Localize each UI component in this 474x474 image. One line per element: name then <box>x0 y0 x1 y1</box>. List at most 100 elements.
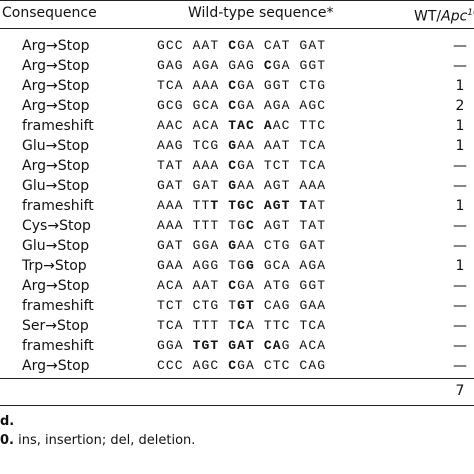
consequence: Arg→Stop <box>22 38 90 54</box>
sequence-segment: GA ATG GGT <box>237 278 327 293</box>
sequence: TCT CTG TGT CAG GAA <box>157 297 326 315</box>
count: — <box>453 358 467 374</box>
count: 2 <box>455 98 465 114</box>
header-wt: WT/Apc163 <box>414 4 474 26</box>
count: — <box>453 218 467 234</box>
count: — <box>453 318 467 334</box>
sequence-segment: C <box>228 38 238 53</box>
sequence-segment: TAT AAA <box>157 158 229 173</box>
sequence-segment: C <box>228 98 238 113</box>
sequence-segment: AA CTG GAT <box>237 238 327 253</box>
sequence: GAT GAT GAA AGT AAA <box>157 177 326 195</box>
header-consequence: Consequence <box>2 5 97 21</box>
sequence-segment: TGT GAT CA <box>192 338 282 353</box>
footnote: d. <box>0 413 14 431</box>
consequence: Glu→Stop <box>22 178 90 194</box>
count: — <box>453 178 467 194</box>
sequence: AAG TCG GAA AAT TCA <box>157 137 326 155</box>
count: — <box>453 58 467 74</box>
sequence-segment: ACA AAT <box>157 278 229 293</box>
sequence: AAC ACA TAC AAC TTC <box>157 117 326 135</box>
sequence-segment: GA CAT GAT <box>237 38 327 53</box>
consequence: Arg→Stop <box>22 358 90 374</box>
sequence-segment: GA GGT <box>272 58 327 73</box>
sequence-segment: A TTC TCA <box>246 318 327 333</box>
sequence-segment: GAT GAT <box>157 178 229 193</box>
footnote-lead: 0. <box>0 433 14 448</box>
sequence: CCC AGC CGA CTC CAG <box>157 357 326 375</box>
consequence: Arg→Stop <box>22 78 90 94</box>
sequence-segment: GCG GCA <box>157 98 229 113</box>
sequence-segment: GGA <box>157 338 193 353</box>
total-rule <box>0 378 474 379</box>
consequence: frameshift <box>22 338 94 354</box>
sequence-segment: GT <box>237 298 255 313</box>
sequence-segment: CCC AGC <box>157 358 229 373</box>
sequence-segment: AA AGT AAA <box>237 178 327 193</box>
sequence-segment: CAG GAA <box>254 298 327 313</box>
sequence-segment: C <box>228 78 238 93</box>
count: — <box>453 278 467 294</box>
sequence-segment: C <box>228 358 238 373</box>
sequence-segment: TCT CTG T <box>157 298 238 313</box>
sequence-segment: G ACA <box>281 338 327 353</box>
consequence: frameshift <box>22 298 94 314</box>
sequence-segment: AAA TTT TG <box>157 218 247 233</box>
sequence: GCC AAT CGA CAT GAT <box>157 37 326 55</box>
consequence: Arg→Stop <box>22 278 90 294</box>
sequence-segment: GAT GGA <box>157 238 229 253</box>
sequence-segment: T TGC AGT T <box>210 198 309 213</box>
sequence-segment: GA CTC CAG <box>237 358 327 373</box>
consequence: Arg→Stop <box>22 158 90 174</box>
sequence-segment: GCA AGA <box>254 258 327 273</box>
sequence: GAA AGG TGG GCA AGA <box>157 257 326 275</box>
sequence-segment: AC TTC <box>272 118 327 133</box>
sequence-segment: AAC ACA <box>157 118 229 133</box>
consequence: Glu→Stop <box>22 138 90 154</box>
count: 1 <box>455 78 465 94</box>
consequence: Arg→Stop <box>22 58 90 74</box>
sequence: AAA TTT TGC AGT TAT <box>157 217 326 235</box>
footnote: 0. ins, insertion; del, deletion. <box>0 432 195 450</box>
sequence: AAA TTT TGC AGT TAT <box>157 197 326 215</box>
count: 1 <box>455 198 465 214</box>
sequence: ACA AAT CGA ATG GGT <box>157 277 326 295</box>
count: — <box>453 158 467 174</box>
count: — <box>453 38 467 54</box>
header-sequence: Wild-type sequence* <box>188 5 334 21</box>
consequence: Ser→Stop <box>22 318 89 334</box>
sequence: TCA TTT TCA TTC TCA <box>157 317 326 335</box>
bottom-rule <box>0 405 474 406</box>
sequence-segment: G <box>246 258 255 273</box>
sequence: GGA TGT GAT CAG ACA <box>157 337 326 355</box>
consequence: Arg→Stop <box>22 98 90 114</box>
count: 1 <box>455 138 465 154</box>
sequence-segment: GA GGT CTG <box>237 78 327 93</box>
sequence: GCG GCA CGA AGA AGC <box>157 97 326 115</box>
sequence-segment: TCA AAA <box>157 78 229 93</box>
sequence-segment: C <box>263 58 273 73</box>
footnote-lead: d. <box>0 414 15 429</box>
sequence-segment: GCC AAT <box>157 38 229 53</box>
sequence-segment: GAA AGG TG <box>157 258 247 273</box>
header-sup: 163 <box>467 8 474 18</box>
header-rule <box>0 28 474 29</box>
sequence-segment: C <box>228 158 238 173</box>
sequence-segment: G <box>228 138 238 153</box>
consequence: frameshift <box>22 118 94 134</box>
sequence: TAT AAA CGA TCT TCA <box>157 157 326 175</box>
sequence-segment: C <box>246 218 255 233</box>
sequence-segment: AA AAT TCA <box>237 138 327 153</box>
sequence-segment: AGT TAT <box>254 218 327 233</box>
sequence-segment: AAA TT <box>157 198 211 213</box>
sequence-segment: G <box>228 238 238 253</box>
consequence: Glu→Stop <box>22 238 90 254</box>
count: 1 <box>455 258 465 274</box>
consequence: Trp→Stop <box>22 258 87 274</box>
footnote-text: ins, insertion; del, deletion. <box>13 433 196 448</box>
sequence-segment: G <box>228 178 238 193</box>
sequence-segment: C <box>228 278 238 293</box>
sequence-segment: TAC A <box>228 118 273 133</box>
sequence: GAG AGA GAG CGA GGT <box>157 57 326 75</box>
